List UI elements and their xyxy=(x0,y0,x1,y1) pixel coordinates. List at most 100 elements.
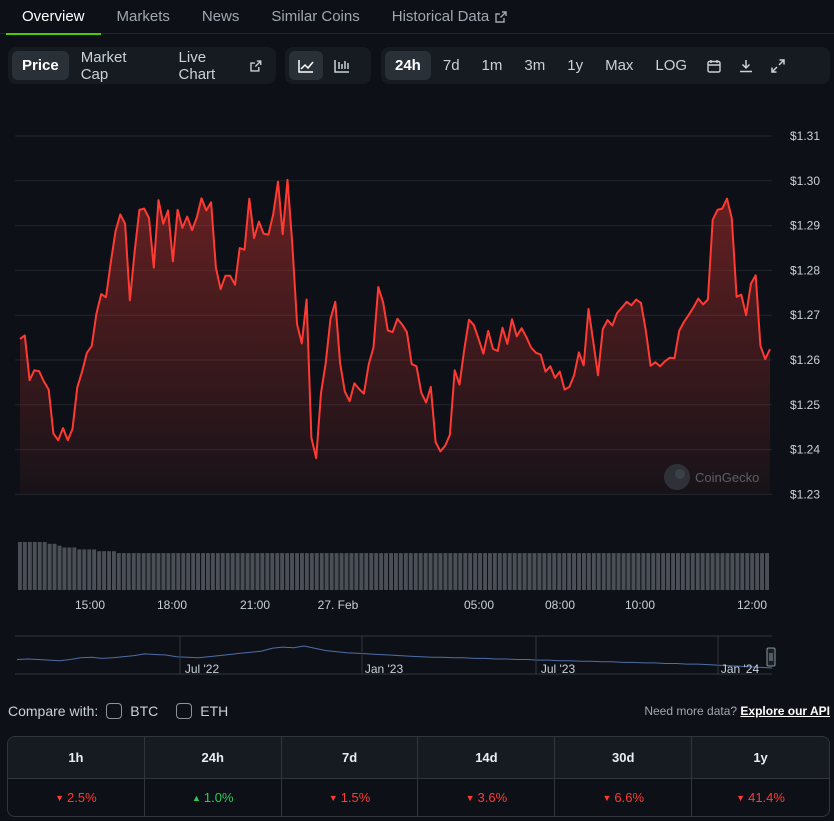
tab-news-label: News xyxy=(201,8,240,25)
live-chart-button[interactable]: Live Chart xyxy=(169,49,272,83)
volume-bar xyxy=(522,553,527,590)
navigator-label: Jul '23 xyxy=(541,662,576,676)
tab-overview-label: Overview xyxy=(22,8,85,25)
y-tick-label: $1.26 xyxy=(790,353,820,367)
range-3m-button[interactable]: 3m xyxy=(514,51,555,80)
volume-bar xyxy=(191,553,196,590)
perf-value-text: 1.0% xyxy=(203,790,234,805)
volume-bar xyxy=(270,553,275,590)
volume-bar xyxy=(196,553,200,590)
external-link-icon xyxy=(495,11,507,23)
candlestick-chart-button[interactable] xyxy=(325,51,359,80)
volume-bar xyxy=(676,553,680,590)
log-scale-button[interactable]: LOG xyxy=(645,51,697,80)
tab-historical-data[interactable]: Historical Data xyxy=(376,0,524,34)
volume-bar xyxy=(260,553,265,590)
volume-bar xyxy=(230,553,235,590)
volume-bar xyxy=(750,553,755,590)
navigator[interactable]: Jul '22 Jan '23 Jul '23 Jan '24 xyxy=(15,635,776,676)
volume-bar xyxy=(651,553,656,590)
volume-bar xyxy=(379,553,384,590)
eth-checkbox[interactable] xyxy=(176,703,193,719)
volume-bar xyxy=(255,553,260,590)
volume-bar xyxy=(700,553,705,590)
range-7d-button[interactable]: 7d xyxy=(433,51,470,80)
date-range-button[interactable] xyxy=(699,51,729,80)
tab-similar-coins[interactable]: Similar Coins xyxy=(255,0,375,34)
x-tick-label: 10:00 xyxy=(625,598,655,612)
y-tick-label: $1.25 xyxy=(790,398,820,412)
volume-bar xyxy=(438,553,443,590)
range-7d-label: 7d xyxy=(442,57,460,74)
volume-bar xyxy=(517,553,522,590)
volume-bar xyxy=(542,553,547,590)
range-1y-label: 1y xyxy=(567,57,584,74)
volume-bar xyxy=(339,553,344,590)
volume-bar xyxy=(57,545,62,590)
range-1m-button[interactable]: 1m xyxy=(472,51,513,80)
perf-col-30d: 30d ▼ 6.6% xyxy=(555,737,693,816)
perf-col-14d: 14d ▼ 3.6% xyxy=(418,737,556,816)
download-icon xyxy=(740,59,753,72)
volume-bar xyxy=(626,553,631,590)
volume-bar xyxy=(295,553,299,590)
range-max-button[interactable]: Max xyxy=(595,51,643,80)
tab-markets-label: Markets xyxy=(116,8,170,25)
fullscreen-button[interactable] xyxy=(763,51,793,80)
watermark-text: CoinGecko xyxy=(695,470,759,485)
y-axis-labels: $1.31 $1.30 $1.29 $1.28 $1.27 $1.26 $1.25 $1.24… xyxy=(790,129,820,501)
volume-bar xyxy=(448,553,453,590)
volume-bar xyxy=(141,553,146,590)
perf-header: 30d xyxy=(555,737,692,779)
volume-bar xyxy=(300,553,304,590)
volume-bar xyxy=(394,553,398,590)
tab-news[interactable]: News xyxy=(186,0,256,34)
x-tick-label: 12:00 xyxy=(737,598,767,612)
range-selector: 24h 7d 1m 3m 1y Max LOG xyxy=(381,47,830,84)
volume-bar xyxy=(161,553,166,590)
volume-bar xyxy=(740,553,745,590)
eth-label: ETH xyxy=(200,703,229,719)
volume-bar xyxy=(250,553,255,590)
range-24h-label: 24h xyxy=(395,57,421,74)
volume-bar xyxy=(680,553,685,590)
volume-bar xyxy=(304,553,309,590)
explore-api-link[interactable]: Explore our API xyxy=(740,704,830,718)
price-button[interactable]: Price xyxy=(12,51,69,80)
tab-overview[interactable]: Overview xyxy=(0,0,101,35)
volume-bar xyxy=(572,553,576,590)
y-tick-label: $1.28 xyxy=(790,263,820,277)
price-line xyxy=(19,178,771,460)
volume-bar xyxy=(527,553,532,590)
range-1y-button[interactable]: 1y xyxy=(557,51,593,80)
volume-bar xyxy=(171,553,176,590)
volume-bar xyxy=(18,542,22,590)
volume-bar xyxy=(240,553,245,590)
range-24h-button[interactable]: 24h xyxy=(385,51,431,80)
volume-bar xyxy=(220,553,225,590)
price-chart[interactable]: $1.31 $1.30 $1.29 $1.28 $1.27 $1.26 $1.25 $1.24… xyxy=(0,100,834,680)
volume-bar xyxy=(433,553,438,590)
tab-markets[interactable]: Markets xyxy=(101,0,186,34)
navigator-label: Jan '23 xyxy=(365,662,404,676)
volume-bar xyxy=(611,553,616,590)
volume-bar xyxy=(695,553,700,590)
volume-bar xyxy=(666,553,670,590)
caret-down-icon: ▼ xyxy=(328,792,338,803)
volume-bar xyxy=(720,553,725,590)
navigator-handle[interactable] xyxy=(766,647,776,667)
log-scale-label: LOG xyxy=(655,57,688,74)
market-cap-button[interactable]: Market Cap xyxy=(71,49,167,83)
volume-bar xyxy=(606,553,611,590)
volume-bar xyxy=(319,553,324,590)
compare-label: Compare with: xyxy=(8,703,99,719)
volume-bar xyxy=(636,553,641,590)
volume-bar xyxy=(181,553,186,590)
volume-bar xyxy=(334,553,339,590)
volume-bar xyxy=(483,553,487,590)
btc-checkbox[interactable] xyxy=(106,703,123,719)
line-chart-button[interactable] xyxy=(289,51,323,80)
volume-bar xyxy=(225,553,230,590)
download-button[interactable] xyxy=(731,51,761,80)
volume-bar xyxy=(210,553,215,590)
